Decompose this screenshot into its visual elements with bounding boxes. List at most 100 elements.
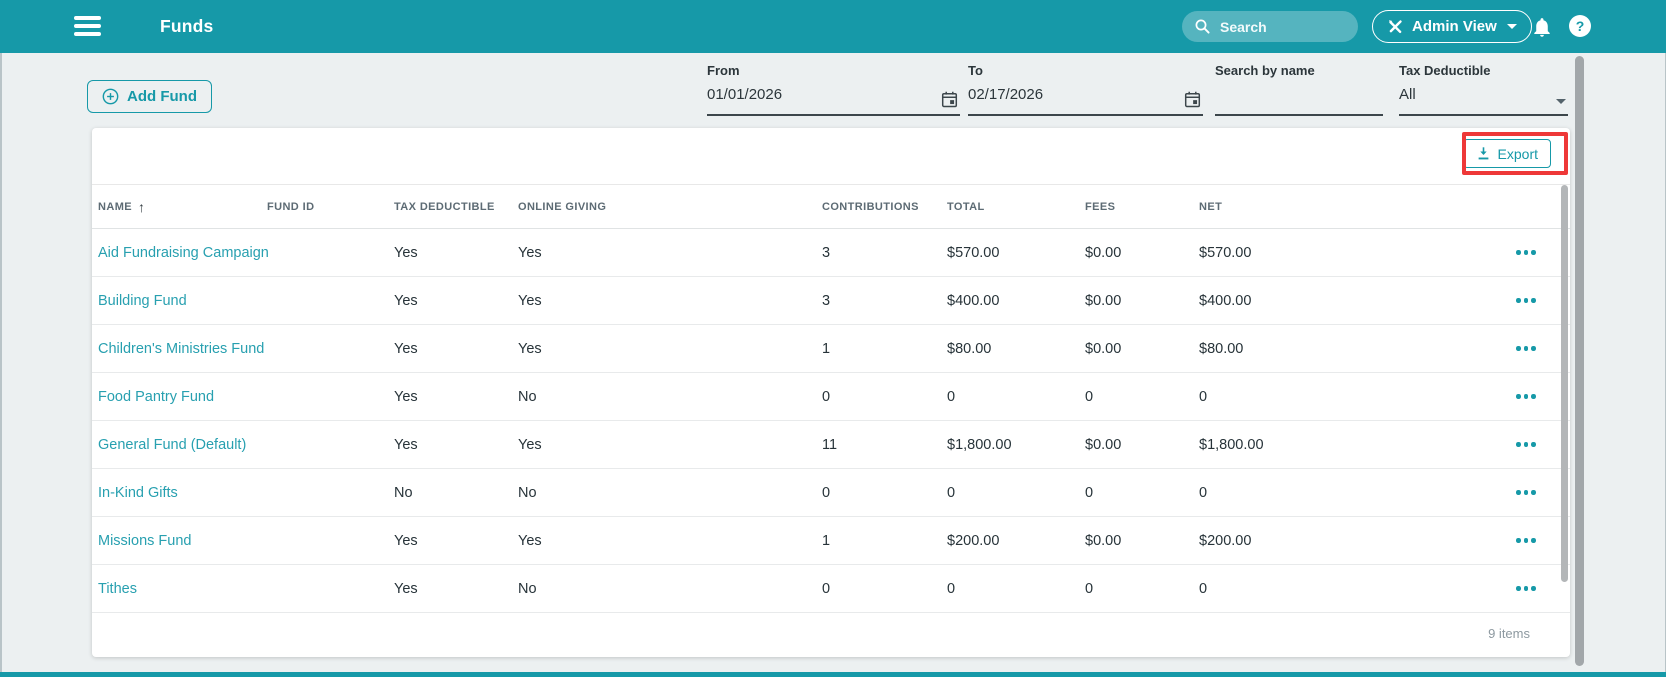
online-giving-cell: No [518, 484, 537, 501]
online-giving-cell: Yes [518, 436, 542, 453]
fund-name-link[interactable]: Building Fund [98, 292, 187, 309]
online-giving-cell: Yes [518, 340, 542, 357]
tax-deductible-cell: Yes [394, 532, 418, 549]
net-cell: 0 [1199, 580, 1208, 597]
row-actions-menu-icon[interactable] [1512, 484, 1540, 501]
table-row: General Fund (Default) Yes Yes 11 $1,800… [92, 421, 1570, 469]
row-actions-menu-icon[interactable] [1512, 244, 1540, 261]
funds-table-card: Export NAME ↑ FUND ID TAX DEDUCTIBLE ONL… [92, 128, 1570, 657]
column-header-fund-id[interactable]: FUND ID [267, 200, 315, 213]
total-cell: $400.00 [947, 292, 1000, 309]
net-cell: 0 [1199, 484, 1208, 501]
tax-deductible-cell: Yes [394, 292, 418, 309]
total-cell: 0 [947, 388, 956, 405]
table-row: Building Fund Yes Yes 3 $400.00 $0.00 $4… [92, 277, 1570, 325]
row-actions-menu-icon[interactable] [1512, 340, 1540, 357]
row-actions-menu-icon[interactable] [1512, 580, 1540, 597]
sort-ascending-icon[interactable]: ↑ [138, 198, 146, 215]
admin-view-label: Admin View [1412, 18, 1497, 35]
contributions-cell: 0 [822, 580, 831, 597]
tax-deductible-cell: Yes [394, 580, 418, 597]
fund-name-link[interactable]: Tithes [98, 580, 137, 597]
page-title: Funds [160, 16, 214, 36]
table-header-row: NAME ↑ FUND ID TAX DEDUCTIBLE ONLINE GIV… [92, 185, 1570, 229]
admin-tools-icon [1389, 20, 1402, 34]
chevron-down-icon [1506, 24, 1517, 29]
fees-cell: 0 [1085, 580, 1094, 597]
table-footer: 9 items [92, 613, 1570, 654]
column-header-net[interactable]: NET [1199, 200, 1223, 213]
table-row: Missions Fund Yes Yes 1 $200.00 $0.00 $2… [92, 517, 1570, 565]
help-icon[interactable]: ? [1569, 15, 1591, 37]
date-from-field[interactable]: From 01/01/2026 [707, 63, 960, 116]
global-search-placeholder: Search [1220, 18, 1267, 35]
global-search-input[interactable]: Search [1182, 11, 1358, 42]
tax-deductible-select[interactable]: Tax Deductible All [1399, 63, 1568, 116]
fees-cell: $0.00 [1085, 436, 1122, 453]
page-scrollbar-thumb[interactable] [1575, 56, 1584, 666]
net-cell: $400.00 [1199, 292, 1252, 309]
net-cell: $570.00 [1199, 244, 1252, 261]
notifications-bell-icon[interactable] [1531, 15, 1553, 39]
fund-name-link[interactable]: Missions Fund [98, 532, 192, 549]
net-cell: $200.00 [1199, 532, 1252, 549]
fund-name-link[interactable]: In-Kind Gifts [98, 484, 178, 501]
calendar-icon[interactable] [1184, 91, 1201, 108]
tax-deductible-cell: Yes [394, 244, 418, 261]
fees-cell: $0.00 [1085, 292, 1122, 309]
search-icon [1195, 19, 1210, 34]
net-cell: $80.00 [1199, 340, 1244, 357]
add-fund-button[interactable]: Add Fund [87, 80, 212, 113]
fund-name-link[interactable]: Children's Ministries Fund [98, 340, 265, 357]
table-scrollbar-thumb[interactable] [1561, 185, 1568, 582]
column-header-name[interactable]: NAME ↑ [98, 198, 146, 215]
table-row: In-Kind Gifts No No 0 0 0 0 [92, 469, 1570, 517]
column-header-online-giving[interactable]: ONLINE GIVING [518, 200, 607, 213]
fees-cell: $0.00 [1085, 244, 1122, 261]
fund-name-link[interactable]: Food Pantry Fund [98, 388, 215, 405]
row-actions-menu-icon[interactable] [1512, 436, 1540, 453]
row-actions-menu-icon[interactable] [1512, 388, 1540, 405]
fund-name-link[interactable]: Aid Fundraising Campaign [98, 244, 269, 261]
total-cell: $570.00 [947, 244, 1000, 261]
date-from-value[interactable]: 01/01/2026 [707, 86, 783, 103]
calendar-icon[interactable] [941, 91, 958, 108]
fund-name-link[interactable]: General Fund (Default) [98, 436, 247, 453]
search-by-name-field: Search by name [1215, 63, 1383, 116]
tax-deductible-value[interactable]: All [1399, 86, 1416, 103]
window-bottom-accent [0, 672, 1666, 677]
date-to-label: To [968, 63, 983, 78]
hamburger-menu-icon[interactable] [74, 16, 102, 37]
total-cell: 0 [947, 484, 956, 501]
online-giving-cell: No [518, 580, 537, 597]
column-header-tax-deductible[interactable]: TAX DEDUCTIBLE [394, 200, 495, 213]
online-giving-cell: Yes [518, 244, 542, 261]
date-to-value[interactable]: 02/17/2026 [968, 86, 1044, 103]
table-row: Food Pantry Fund Yes No 0 0 0 0 [92, 373, 1570, 421]
total-cell: $200.00 [947, 532, 1000, 549]
date-to-field[interactable]: To 02/17/2026 [968, 63, 1203, 116]
tax-deductible-label: Tax Deductible [1399, 63, 1491, 78]
admin-view-dropdown[interactable]: Admin View [1372, 10, 1532, 43]
search-by-name-input[interactable] [1215, 85, 1383, 102]
tax-deductible-cell: Yes [394, 388, 418, 405]
chevron-down-icon [1556, 99, 1566, 104]
download-icon [1478, 147, 1488, 160]
row-actions-menu-icon[interactable] [1512, 532, 1540, 549]
tax-deductible-cell: Yes [394, 340, 418, 357]
contributions-cell: 1 [822, 532, 831, 549]
column-header-total[interactable]: TOTAL [947, 200, 985, 213]
column-header-fees[interactable]: FEES [1085, 200, 1116, 213]
net-cell: 0 [1199, 388, 1208, 405]
items-count: 9 items [1488, 626, 1530, 641]
contributions-cell: 1 [822, 340, 831, 357]
column-header-contributions[interactable]: CONTRIBUTIONS [822, 200, 919, 213]
contributions-cell: 0 [822, 484, 831, 501]
online-giving-cell: No [518, 388, 537, 405]
total-cell: $1,800.00 [947, 436, 1012, 453]
total-cell: $80.00 [947, 340, 992, 357]
table-row: Aid Fundraising Campaign Yes Yes 3 $570.… [92, 229, 1570, 277]
export-button[interactable]: Export [1462, 139, 1551, 168]
row-actions-menu-icon[interactable] [1512, 292, 1540, 309]
date-from-label: From [707, 63, 740, 78]
